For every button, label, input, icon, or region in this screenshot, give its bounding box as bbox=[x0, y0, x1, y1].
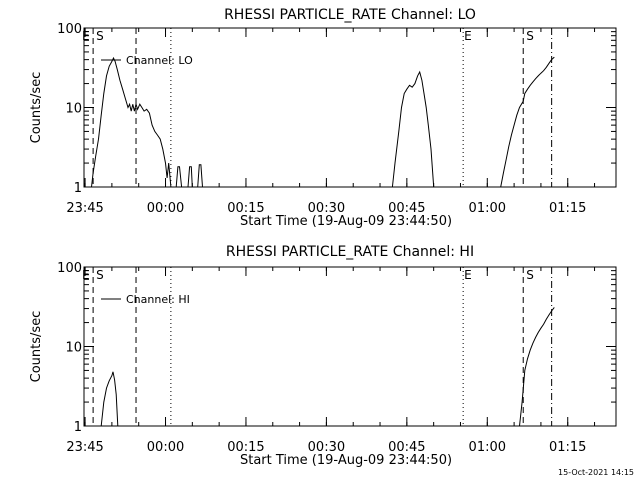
y-axis-label: Counts/sec bbox=[29, 311, 44, 383]
x-tick-label: 01:00 bbox=[469, 440, 506, 455]
x-tick-label: 01:15 bbox=[549, 440, 586, 455]
chart-panel-hi: RHESSI PARTICLE_RATE Channel: HI 1 10 100 23… bbox=[29, 244, 617, 468]
plot-frame bbox=[83, 27, 617, 188]
x-tick-label: 00:30 bbox=[308, 201, 345, 216]
chart-panel-lo: RHESSI PARTICLE_RATE Channel: LO 1 10 100 23… bbox=[29, 7, 617, 229]
series-line bbox=[519, 307, 555, 427]
x-tick-label: 00:45 bbox=[388, 201, 425, 216]
marker-label: S bbox=[96, 268, 104, 282]
x-tick-label: 23:45 bbox=[66, 201, 103, 216]
series-line bbox=[500, 56, 555, 188]
marker-label: E bbox=[464, 268, 472, 282]
x-tick-label: 00:45 bbox=[388, 440, 425, 455]
y-tick-label: 100 bbox=[57, 22, 82, 37]
series-line bbox=[175, 166, 183, 188]
chart-title: RHESSI PARTICLE_RATE Channel: HI bbox=[226, 244, 474, 260]
marker-label: S bbox=[526, 29, 534, 43]
y-tick-label: 10 bbox=[65, 102, 82, 117]
y-tick-label: 100 bbox=[57, 261, 82, 276]
marker-label: E bbox=[82, 268, 90, 282]
x-tick-label: 00:30 bbox=[308, 440, 345, 455]
series-line bbox=[187, 166, 193, 188]
x-axis-label: Start Time (19-Aug-09 23:44:50) bbox=[240, 214, 452, 229]
series-line bbox=[91, 56, 172, 188]
y-tick-label: 1 bbox=[74, 420, 82, 435]
footer-date: 15-Oct-2021 14:15 bbox=[558, 468, 634, 477]
y-tick-label: 10 bbox=[65, 341, 82, 356]
x-axis-label: Start Time (19-Aug-09 23:44:50) bbox=[240, 453, 452, 468]
marker-label: S bbox=[526, 268, 534, 282]
legend-label: Channel: LO bbox=[126, 54, 193, 67]
series-line bbox=[100, 371, 119, 427]
marker-label: S bbox=[96, 29, 104, 43]
series-line bbox=[391, 70, 435, 188]
marker-label: E bbox=[82, 29, 90, 43]
x-tick-label: 00:00 bbox=[147, 440, 184, 455]
plot-frame bbox=[83, 266, 617, 427]
x-tick-label: 01:00 bbox=[469, 201, 506, 216]
x-tick-label: 00:15 bbox=[227, 440, 264, 455]
y-axis-label: Counts/sec bbox=[29, 72, 44, 144]
marker-label: E bbox=[464, 29, 472, 43]
x-tick-label: 23:45 bbox=[66, 440, 103, 455]
legend-label: Channel: HI bbox=[126, 293, 190, 306]
x-tick-label: 00:15 bbox=[227, 201, 264, 216]
x-tick-label: 01:15 bbox=[549, 201, 586, 216]
chart-title: RHESSI PARTICLE_RATE Channel: LO bbox=[224, 7, 476, 23]
x-tick-label: 00:00 bbox=[147, 201, 184, 216]
y-tick-label: 1 bbox=[74, 181, 82, 196]
series-line bbox=[197, 164, 203, 188]
